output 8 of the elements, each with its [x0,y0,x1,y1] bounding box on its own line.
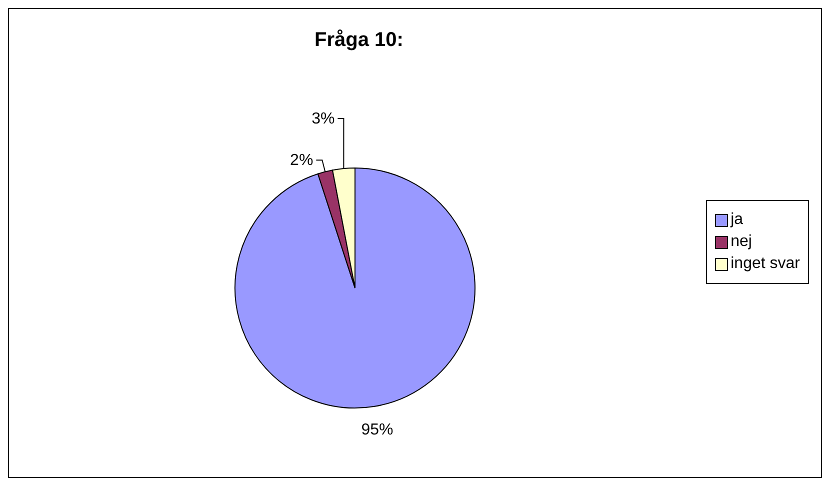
data-label: 3% [312,110,335,128]
pie-slice [234,168,476,408]
legend-label: nej [730,233,752,251]
legend-label: ja [730,211,744,229]
legend-label: inget svar [730,255,800,273]
data-label: 95% [361,421,394,438]
chart-title: Fråga 10: [314,29,404,52]
data-label: 2% [290,152,314,170]
